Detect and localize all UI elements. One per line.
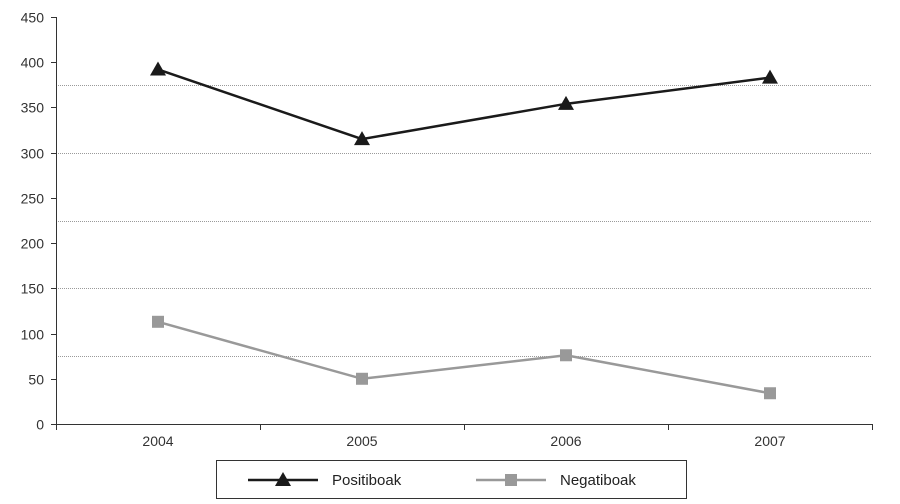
data-point-positiboak — [150, 61, 166, 76]
x-tick-label: 2006 — [550, 433, 581, 449]
legend-marker-negatiboak — [505, 474, 517, 486]
legend-label-negatiboak: Negatiboak — [560, 472, 636, 489]
y-tick-label: 300 — [21, 146, 45, 162]
series-line-negatiboak — [157, 320, 771, 395]
x-tick-label: 2005 — [346, 433, 377, 449]
data-point-positiboak — [558, 95, 574, 110]
x-tick-label: 2007 — [754, 433, 785, 449]
gridlines — [56, 85, 872, 357]
y-tick-label: 250 — [21, 191, 45, 207]
data-point-negatiboak — [560, 349, 572, 362]
x-axis-ticks: 2004 2005 2006 2007 — [56, 424, 873, 449]
y-tick-label: 50 — [28, 372, 44, 388]
series-negatiboak — [152, 315, 776, 400]
y-tick-label: 200 — [21, 236, 45, 252]
data-point-positiboak — [762, 69, 778, 84]
y-tick-label: 150 — [21, 281, 45, 297]
data-point-negatiboak — [356, 372, 368, 385]
y-tick-label: 0 — [36, 417, 44, 433]
y-tick-label: 100 — [21, 327, 45, 343]
y-tick-label: 400 — [21, 55, 45, 71]
y-tick-label: 350 — [21, 100, 45, 116]
axes — [56, 17, 872, 425]
series-positiboak — [150, 61, 778, 146]
legend-label-positiboak: Positiboak — [332, 472, 402, 489]
y-axis-ticks: 0 50 100 150 200 250 300 350 400 450 — [21, 10, 56, 433]
series-line-positiboak — [157, 68, 771, 141]
y-tick-label: 450 — [21, 10, 45, 26]
legend: Positiboak Negatiboak — [216, 460, 687, 499]
series-layer — [150, 61, 778, 400]
data-point-negatiboak — [152, 315, 164, 328]
data-point-negatiboak — [764, 387, 776, 400]
legend-marker-positiboak — [275, 472, 291, 486]
data-point-positiboak — [354, 131, 370, 146]
x-tick-label: 2004 — [142, 433, 173, 449]
